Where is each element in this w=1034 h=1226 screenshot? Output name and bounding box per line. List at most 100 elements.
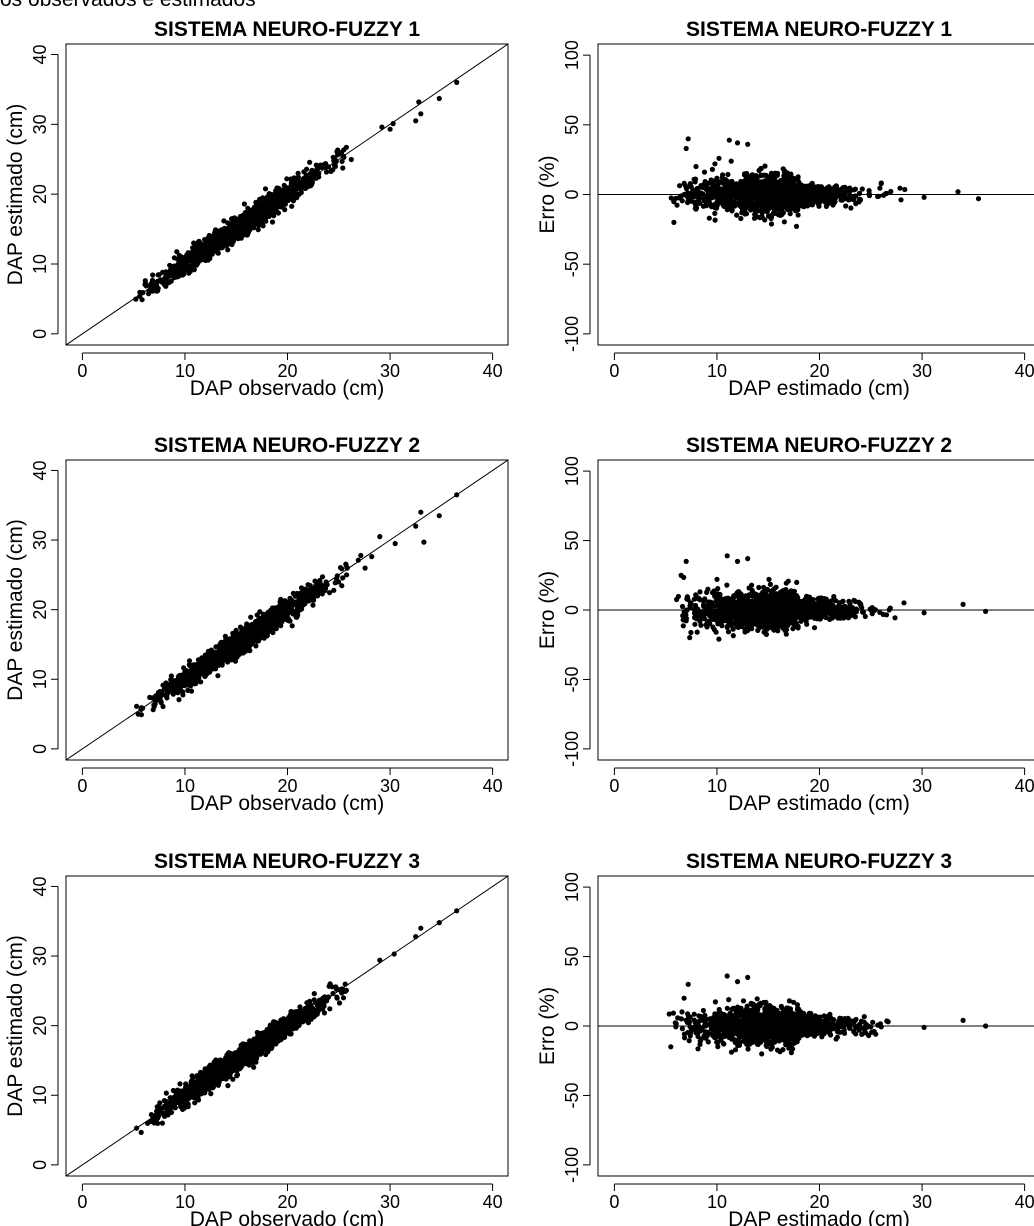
x-tick-label: 0 — [77, 776, 87, 796]
data-point — [213, 656, 219, 663]
data-point — [295, 603, 301, 609]
data-point — [795, 212, 801, 218]
data-point — [273, 188, 279, 194]
data-point — [850, 195, 856, 201]
data-point — [842, 189, 848, 195]
data-point — [276, 186, 283, 192]
data-point — [180, 672, 186, 678]
y-axis-label: Erro (%) — [536, 155, 559, 233]
data-point — [677, 183, 683, 189]
data-point — [207, 249, 213, 255]
data-point — [247, 217, 253, 223]
data-point — [260, 204, 266, 210]
data-point — [179, 254, 185, 260]
data-point — [150, 279, 156, 285]
data-point — [264, 618, 270, 624]
data-point — [387, 126, 393, 132]
data-point — [302, 591, 308, 597]
data-point — [284, 194, 290, 200]
data-point — [845, 197, 852, 203]
data-point — [454, 79, 460, 85]
data-point — [272, 621, 278, 627]
data-point — [719, 179, 725, 185]
data-point — [265, 199, 271, 205]
data-point — [298, 184, 304, 190]
data-point — [781, 219, 788, 225]
y-tick-label: -50 — [562, 251, 582, 277]
y-tick-label: 0 — [30, 744, 50, 754]
data-point — [748, 207, 754, 213]
data-point — [182, 677, 188, 683]
data-point — [186, 263, 192, 269]
data-point — [199, 246, 206, 252]
data-point — [882, 191, 889, 197]
data-point — [226, 642, 232, 648]
data-point — [715, 198, 721, 204]
data-point — [339, 158, 345, 164]
data-point — [772, 194, 779, 200]
data-point — [262, 613, 268, 620]
data-point — [888, 188, 894, 195]
data-point — [253, 619, 259, 625]
data-point — [819, 189, 825, 195]
data-point — [313, 175, 319, 181]
data-point — [290, 599, 297, 605]
data-point — [780, 166, 786, 172]
data-point — [313, 162, 319, 168]
data-point — [219, 235, 225, 241]
data-point — [852, 186, 859, 192]
data-point — [379, 124, 385, 130]
data-point — [692, 179, 698, 185]
data-point — [246, 221, 252, 227]
data-point — [331, 587, 337, 593]
y-tick-label: -100 — [562, 731, 582, 767]
data-point — [756, 185, 762, 191]
data-point — [774, 202, 780, 208]
data-point — [726, 183, 732, 189]
data-point — [369, 554, 375, 560]
data-point — [789, 193, 795, 199]
data-point — [793, 223, 800, 229]
data-point — [293, 194, 300, 200]
data-point — [341, 147, 347, 153]
data-point — [700, 191, 706, 197]
y-tick-label: 10 — [30, 254, 50, 274]
data-point — [255, 227, 261, 233]
data-point — [795, 202, 801, 208]
y-tick-label: 50 — [562, 115, 582, 135]
data-point — [343, 561, 349, 567]
data-point — [679, 603, 686, 610]
data-point — [876, 193, 882, 199]
data-point — [716, 155, 722, 161]
data-point — [262, 634, 268, 640]
data-point — [248, 614, 254, 620]
data-point — [846, 187, 852, 193]
data-point — [140, 290, 146, 296]
y-tick-label: 0 — [562, 189, 582, 199]
data-point — [263, 209, 269, 215]
data-point — [738, 215, 744, 222]
panel-title: SISTEMA NEURO-FUZZY 2 — [154, 434, 420, 457]
data-point — [768, 221, 775, 227]
data-point — [250, 224, 256, 231]
data-point — [712, 217, 718, 223]
data-point — [191, 253, 197, 259]
data-point — [866, 191, 872, 197]
data-point — [752, 208, 759, 214]
data-point — [421, 539, 427, 545]
data-point — [289, 623, 295, 629]
data-point — [191, 246, 198, 252]
data-point — [260, 223, 266, 229]
data-point — [331, 162, 337, 168]
data-point — [678, 193, 685, 199]
data-point — [719, 175, 725, 181]
data-point — [295, 174, 301, 180]
data-point — [706, 196, 713, 203]
y-axis-label: DAP estimado (cm) — [4, 519, 27, 701]
x-tick-label: 0 — [77, 361, 87, 381]
data-point — [176, 270, 182, 276]
data-point — [143, 283, 149, 289]
data-point — [758, 172, 764, 178]
data-point — [316, 170, 322, 177]
